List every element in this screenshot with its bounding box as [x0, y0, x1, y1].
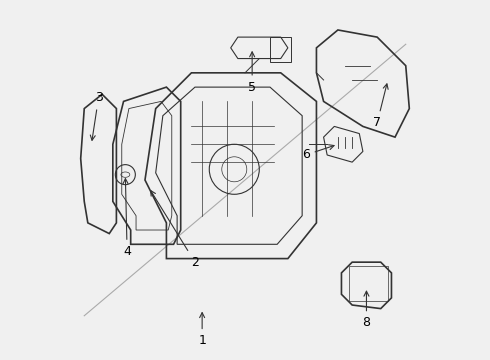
Text: 3: 3: [90, 91, 102, 140]
Text: 7: 7: [373, 84, 388, 129]
Text: 1: 1: [198, 312, 206, 347]
Text: 4: 4: [123, 179, 131, 258]
Bar: [348, 266, 388, 301]
Bar: [270, 37, 292, 62]
Text: 6: 6: [302, 145, 334, 162]
Text: 5: 5: [248, 52, 256, 94]
Text: 2: 2: [150, 190, 199, 269]
Text: 8: 8: [363, 291, 370, 329]
